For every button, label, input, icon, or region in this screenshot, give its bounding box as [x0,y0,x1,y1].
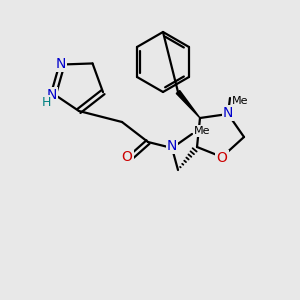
Text: O: O [122,150,132,164]
Text: Me: Me [194,126,211,136]
Text: Me: Me [232,96,248,106]
Text: N: N [223,106,233,120]
Text: N: N [167,139,177,153]
Text: O: O [217,151,227,165]
Text: N: N [56,56,66,70]
Text: N: N [46,88,57,102]
Text: H: H [42,96,51,110]
Polygon shape [176,91,200,118]
